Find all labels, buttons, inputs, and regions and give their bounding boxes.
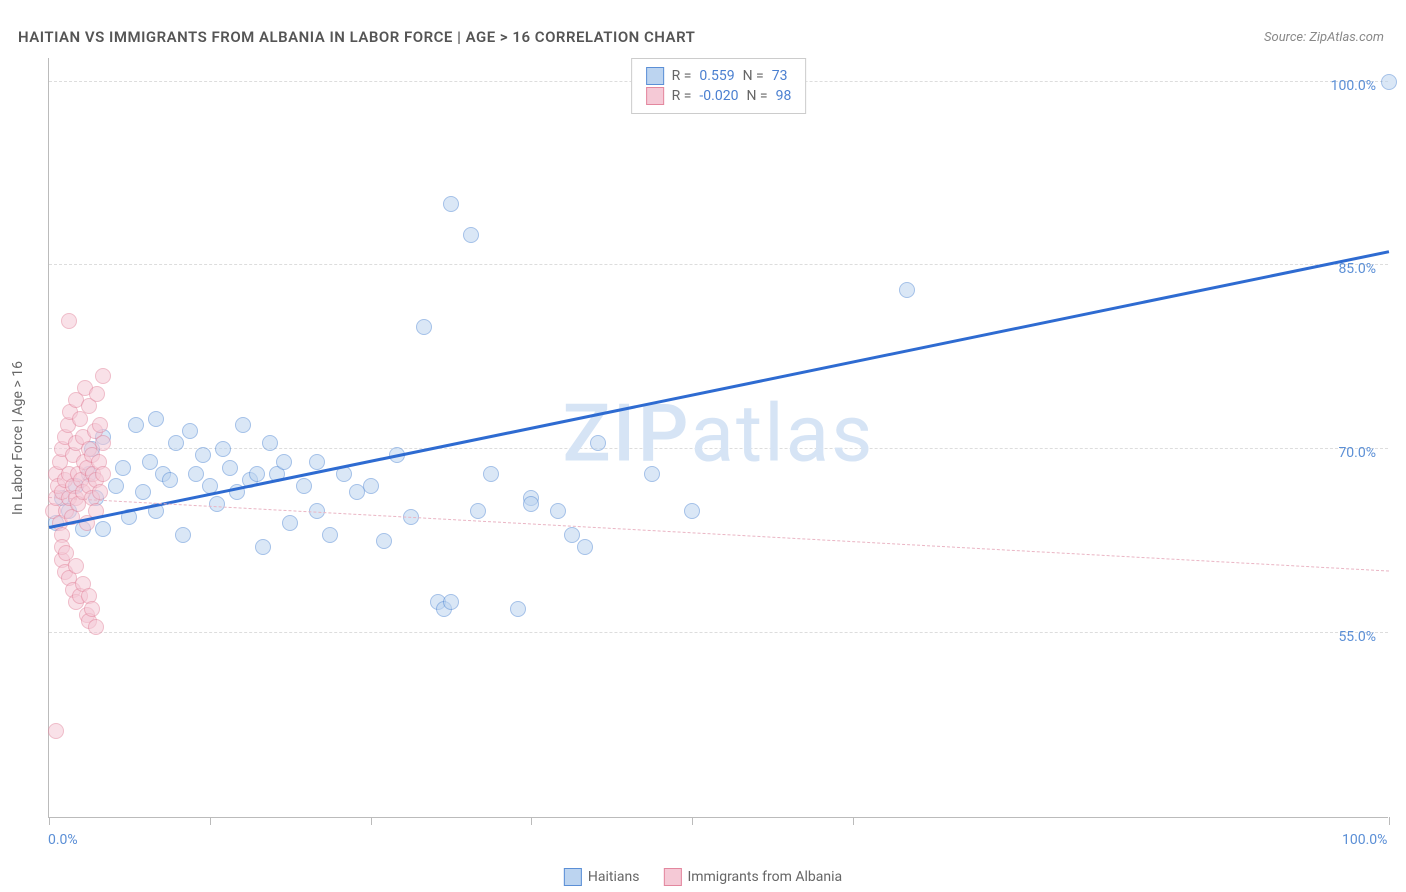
data-point <box>644 466 660 482</box>
y-tick-label: 100.0% <box>1331 78 1376 94</box>
data-point <box>135 484 151 500</box>
y-tick-label: 70.0% <box>1338 445 1376 461</box>
watermark-light: atlas <box>691 386 875 480</box>
correlation-legend: R = 0.559 N = 73 R = -0.020 N = 98 <box>631 58 807 114</box>
x-tick <box>853 817 854 825</box>
r-label: R = <box>672 68 692 84</box>
trend-line <box>49 497 1389 572</box>
x-tick <box>210 817 211 825</box>
data-point <box>95 435 111 451</box>
data-point <box>564 527 580 543</box>
data-point <box>115 460 131 476</box>
data-point <box>443 594 459 610</box>
data-point <box>209 496 225 512</box>
legend-row: R = -0.020 N = 98 <box>646 87 792 105</box>
legend-swatch-blue <box>564 868 582 886</box>
watermark: ZIPatlas <box>563 386 875 480</box>
data-point <box>182 423 198 439</box>
x-tick-label: 0.0% <box>48 832 78 848</box>
data-point <box>222 460 238 476</box>
trend-line <box>49 251 1389 529</box>
data-point <box>48 723 64 739</box>
data-point <box>276 454 292 470</box>
data-point <box>416 319 432 335</box>
data-point <box>282 515 298 531</box>
legend-swatch-blue <box>646 67 664 85</box>
data-point <box>363 478 379 494</box>
legend-item: Haitians <box>564 868 640 886</box>
y-tick-label: 55.0% <box>1338 629 1376 645</box>
data-point <box>215 441 231 457</box>
data-point <box>58 545 74 561</box>
data-point <box>61 313 77 329</box>
data-point <box>95 466 111 482</box>
data-point <box>483 466 499 482</box>
chart-title: HAITIAN VS IMMIGRANTS FROM ALBANIA IN LA… <box>18 28 695 46</box>
data-point <box>195 447 211 463</box>
data-point <box>470 503 486 519</box>
data-point <box>175 527 191 543</box>
data-point <box>128 417 144 433</box>
x-tick-label: 100.0% <box>1342 832 1387 848</box>
data-point <box>89 386 105 402</box>
data-point <box>590 435 606 451</box>
legend-swatch-pink <box>663 868 681 886</box>
legend-row: R = 0.559 N = 73 <box>646 67 792 85</box>
data-point <box>95 368 111 384</box>
x-tick <box>49 817 50 825</box>
data-point <box>309 454 325 470</box>
data-point <box>443 196 459 212</box>
data-point <box>162 472 178 488</box>
x-tick <box>371 817 372 825</box>
data-point <box>322 527 338 543</box>
legend-swatch-pink <box>646 87 664 105</box>
data-point <box>899 282 915 298</box>
grid-line <box>49 448 1388 449</box>
y-tick-label: 85.0% <box>1338 261 1376 277</box>
data-point <box>249 466 265 482</box>
x-tick <box>692 817 693 825</box>
grid-line <box>49 632 1388 633</box>
n-value: 98 <box>776 88 792 104</box>
grid-line <box>49 264 1388 265</box>
data-point <box>168 435 184 451</box>
data-point <box>92 484 108 500</box>
data-point <box>510 601 526 617</box>
data-point <box>550 503 566 519</box>
r-value: -0.020 <box>699 88 738 104</box>
legend-item: Immigrants from Albania <box>663 868 842 886</box>
r-label: R = <box>672 88 692 104</box>
data-point <box>262 435 278 451</box>
data-point <box>92 417 108 433</box>
r-value: 0.559 <box>699 68 734 84</box>
data-point <box>88 619 104 635</box>
x-tick <box>1389 817 1390 825</box>
data-point <box>684 503 700 519</box>
data-point <box>296 478 312 494</box>
plot-area: ZIPatlas R = 0.559 N = 73 R = -0.020 N =… <box>48 58 1388 818</box>
legend-label: Haitians <box>588 869 640 885</box>
data-point <box>255 539 271 555</box>
data-point <box>1381 74 1397 90</box>
data-point <box>188 466 204 482</box>
data-point <box>108 478 124 494</box>
n-label: N = <box>746 88 767 104</box>
n-value: 73 <box>772 68 788 84</box>
source-attribution: Source: ZipAtlas.com <box>1264 30 1384 45</box>
data-point <box>84 601 100 617</box>
n-label: N = <box>743 68 764 84</box>
data-point <box>577 539 593 555</box>
data-point <box>523 496 539 512</box>
data-point <box>142 454 158 470</box>
data-point <box>148 411 164 427</box>
data-point <box>376 533 392 549</box>
legend-label: Immigrants from Albania <box>687 869 842 885</box>
data-point <box>463 227 479 243</box>
data-point <box>235 417 251 433</box>
data-point <box>95 521 111 537</box>
x-tick <box>531 817 532 825</box>
series-legend: Haitians Immigrants from Albania <box>564 868 842 886</box>
y-axis-title: In Labor Force | Age > 16 <box>10 361 26 515</box>
